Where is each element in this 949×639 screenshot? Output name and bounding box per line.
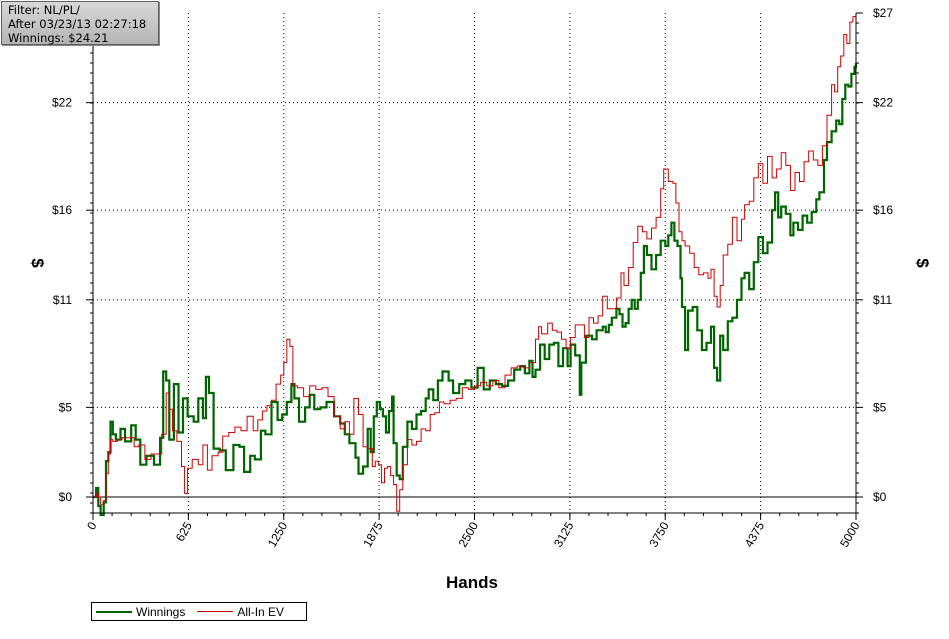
- y-tick-label-right: $11: [873, 293, 892, 307]
- legend-label-winnings: Winnings: [136, 604, 186, 619]
- y-tick-label-left: $5: [59, 400, 73, 414]
- x-tick-label: 1250: [265, 519, 291, 549]
- legend-swatch-allin-ev: [197, 611, 234, 612]
- y-tick-label-right: $27: [873, 6, 893, 20]
- series-lines: [93, 13, 858, 516]
- x-tick-label: 3125: [551, 519, 577, 549]
- y-tick-label-right: $16: [873, 203, 893, 217]
- series-line-all-in-ev: [93, 13, 857, 512]
- y-tick-label-right: $0: [873, 490, 887, 504]
- legend-item-allin-ev[interactable]: All-In EV: [197, 605, 284, 619]
- legend-label-allin-ev: All-In EV: [237, 604, 285, 619]
- y-tick-label-left: $22: [52, 96, 72, 110]
- y-tick-label-right: $5: [873, 400, 887, 414]
- y-tick-label-left: $11: [53, 293, 72, 307]
- legend-swatch-winnings: [96, 610, 132, 613]
- x-tick-label: 5000: [837, 519, 863, 549]
- filter-text: Filter: NL/PL/: [8, 3, 80, 17]
- legend-item-winnings[interactable]: Winnings: [96, 605, 185, 619]
- x-tick-label: 0: [84, 519, 100, 532]
- filter-info-box: Filter: NL/PL/ After 03/23/13 02:27:18 W…: [1, 1, 159, 45]
- y-tick-label-left: $0: [59, 490, 73, 504]
- x-tick-label: 2500: [456, 519, 482, 549]
- x-tick-label: 3750: [646, 519, 672, 549]
- x-tick-label: 625: [173, 519, 195, 544]
- axes: [86, 12, 863, 520]
- x-axis-label: Hands: [446, 573, 498, 592]
- y-tick-label-right: $22: [873, 96, 893, 110]
- x-tick-label: 4375: [742, 519, 768, 549]
- grid-lines: [93, 13, 856, 513]
- legend: Winnings All-In EV: [91, 602, 307, 621]
- y-axis-label-right: $: [913, 258, 932, 268]
- date-filter-text: After 03/23/13 02:27:18: [8, 17, 147, 31]
- y-tick-label-left: $16: [52, 203, 72, 217]
- winnings-total-text: Winnings: $24.21: [8, 31, 109, 45]
- y-axis-label-left: $: [28, 258, 47, 268]
- x-tick-label: 1875: [360, 519, 386, 549]
- series-line-winnings: [93, 63, 858, 516]
